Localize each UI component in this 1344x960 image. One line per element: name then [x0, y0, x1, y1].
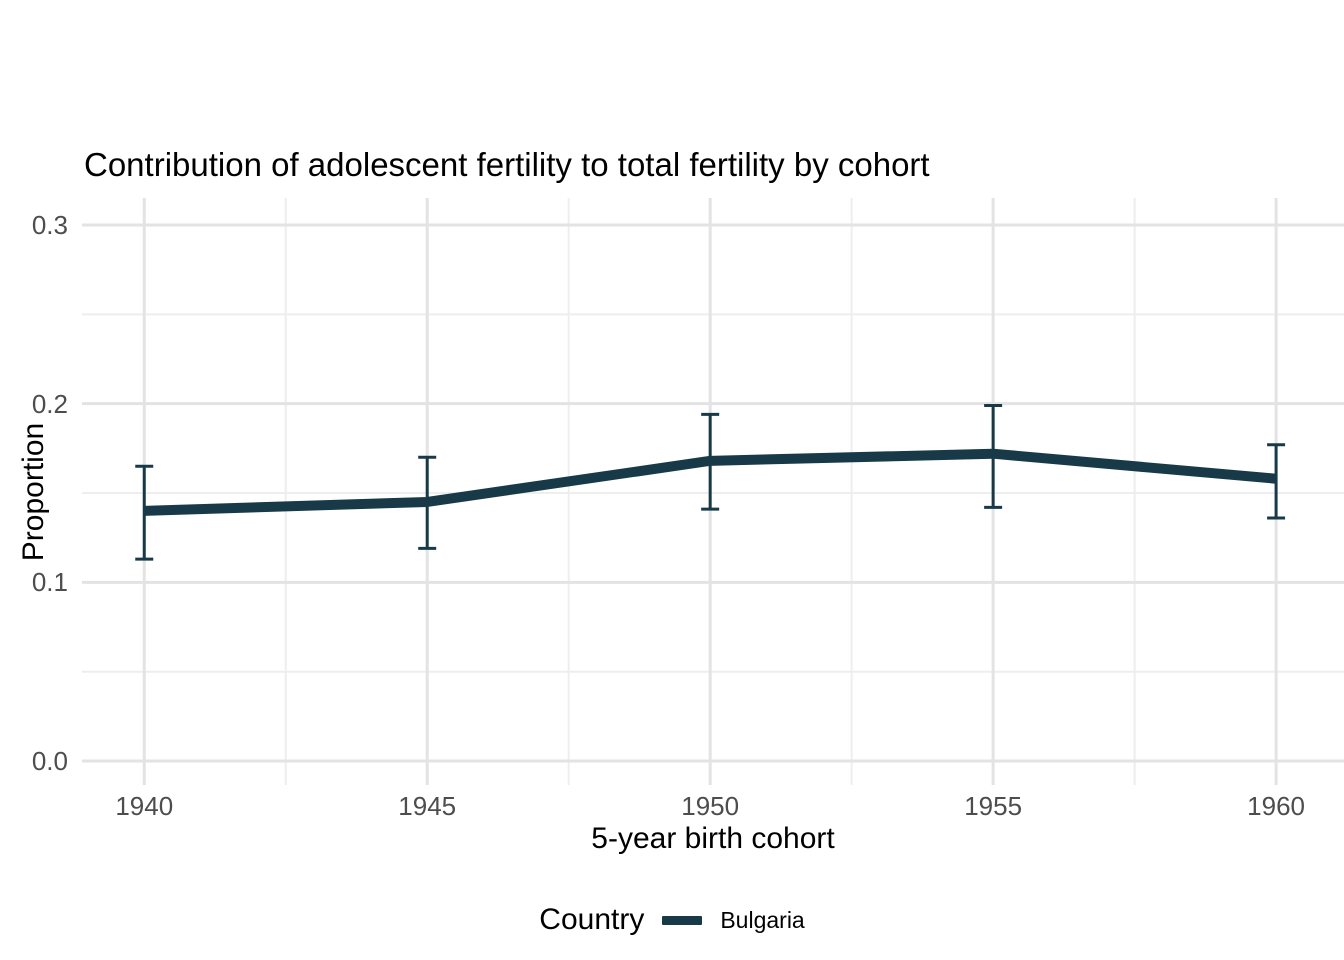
legend-entry-label: Bulgaria: [720, 906, 805, 933]
chart-title: Contribution of adolescent fertility to …: [84, 146, 930, 183]
x-tick-label: 1950: [681, 791, 740, 821]
y-tick-label: 0.0: [31, 746, 68, 777]
y-tick-label: 0.3: [31, 209, 68, 240]
y-tick-label: 0.1: [31, 567, 68, 598]
legend: Country Bulgaria: [0, 903, 1344, 937]
x-tick-label: 1955: [964, 791, 1023, 821]
x-axis-title: 5-year birth cohort: [591, 822, 835, 855]
x-tick-label: 1945: [398, 791, 457, 821]
legend-line-swatch: [662, 915, 703, 925]
y-axis-title: Proportion: [17, 422, 50, 562]
y-tick-label: 0.2: [31, 388, 68, 419]
x-tick-label: 1940: [115, 791, 174, 821]
x-tick-label: 1960: [1247, 791, 1305, 821]
legend-title: Country: [539, 903, 645, 936]
series-line-bulgaria: [144, 448, 1277, 516]
